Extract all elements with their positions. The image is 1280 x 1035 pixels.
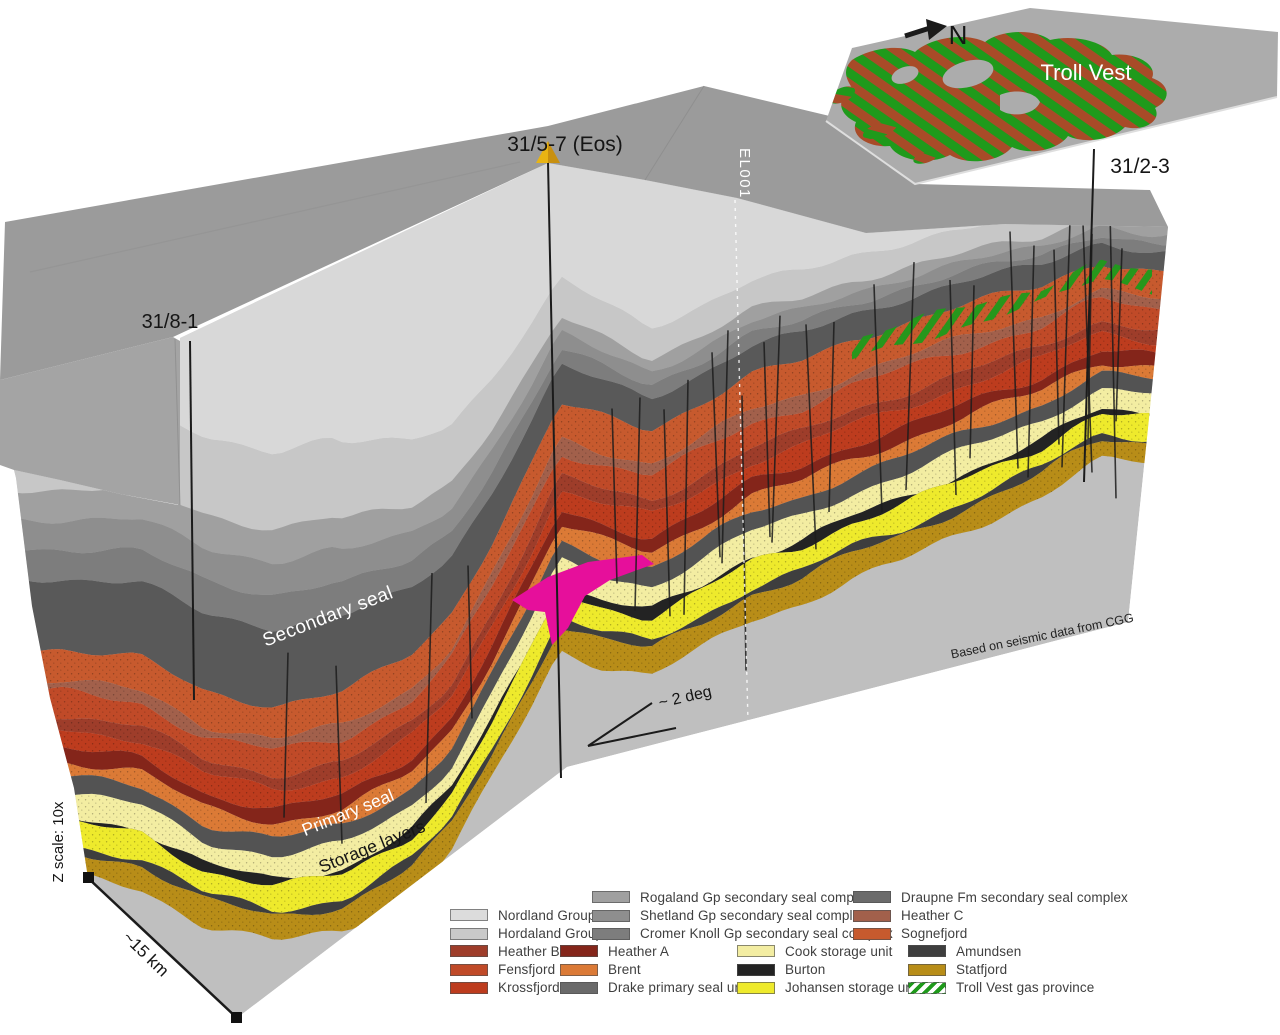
well-label-31-2-3: 31/2-3 xyxy=(1110,155,1170,178)
fault-line xyxy=(1115,248,1123,422)
fault-line xyxy=(425,572,433,804)
well-label-31-8-1: 31/8-1 xyxy=(142,311,199,333)
fault-line xyxy=(805,324,817,550)
fault-line xyxy=(1061,220,1071,468)
fault-line xyxy=(949,279,957,496)
fault-line xyxy=(1081,195,1093,473)
layer-nordland xyxy=(14,163,1168,455)
north-label: N xyxy=(949,20,968,50)
gas-province-patch xyxy=(862,120,898,140)
well-label-eos: 31/5-7 (Eos) xyxy=(507,133,623,156)
fault-line xyxy=(1053,249,1060,445)
el001-label: EL001 xyxy=(736,148,753,199)
west-side-face xyxy=(0,337,180,505)
cross-section-face xyxy=(14,163,1168,1018)
well-path-eos xyxy=(547,161,562,779)
corner-ridge xyxy=(174,338,181,506)
fault-line xyxy=(283,652,289,818)
fault-line xyxy=(1109,211,1117,499)
co2-plume xyxy=(512,555,654,645)
fault-line xyxy=(335,665,343,844)
north-arrow-icon xyxy=(904,19,947,40)
z-scale-label: Z scale: 10x xyxy=(50,801,67,882)
fault-line xyxy=(721,330,729,564)
fault-line xyxy=(873,284,883,513)
seabed-top-surface xyxy=(0,86,1168,380)
fault-line xyxy=(663,409,671,617)
scale-bar xyxy=(83,872,242,1023)
fault-line xyxy=(711,352,721,558)
fault-line xyxy=(634,397,641,611)
well-path-31-2-3 xyxy=(1083,148,1095,483)
fault-line xyxy=(1027,245,1035,478)
fault-line xyxy=(969,285,975,459)
surface-fold-line xyxy=(644,85,705,181)
gas-hatch-band xyxy=(852,259,1152,360)
fault-line xyxy=(611,408,618,584)
fault-line xyxy=(771,315,781,543)
troll-vest-label: Troll Vest xyxy=(1041,60,1132,85)
gas-province-hole xyxy=(1000,91,1040,115)
fault-line xyxy=(905,262,915,491)
map-plane-edge xyxy=(825,96,1278,186)
eos-wellhead-marker-icon xyxy=(536,141,560,163)
well-path-31-8-1 xyxy=(189,340,195,701)
gas-province-hole xyxy=(891,66,919,84)
map-plane-group xyxy=(825,8,1278,186)
fault-line xyxy=(1009,231,1019,469)
troll-vest-gas-area xyxy=(828,31,1167,164)
gas-province-hole xyxy=(942,59,994,89)
fault-line xyxy=(763,342,771,538)
fault-line xyxy=(828,321,835,513)
gas-province-patch xyxy=(913,152,937,164)
fault-line xyxy=(683,379,689,615)
surface-streak xyxy=(29,161,521,273)
dip-angle-upper-line xyxy=(587,702,653,747)
dip-angle-lower-line xyxy=(587,727,677,747)
fault-line xyxy=(467,565,473,719)
